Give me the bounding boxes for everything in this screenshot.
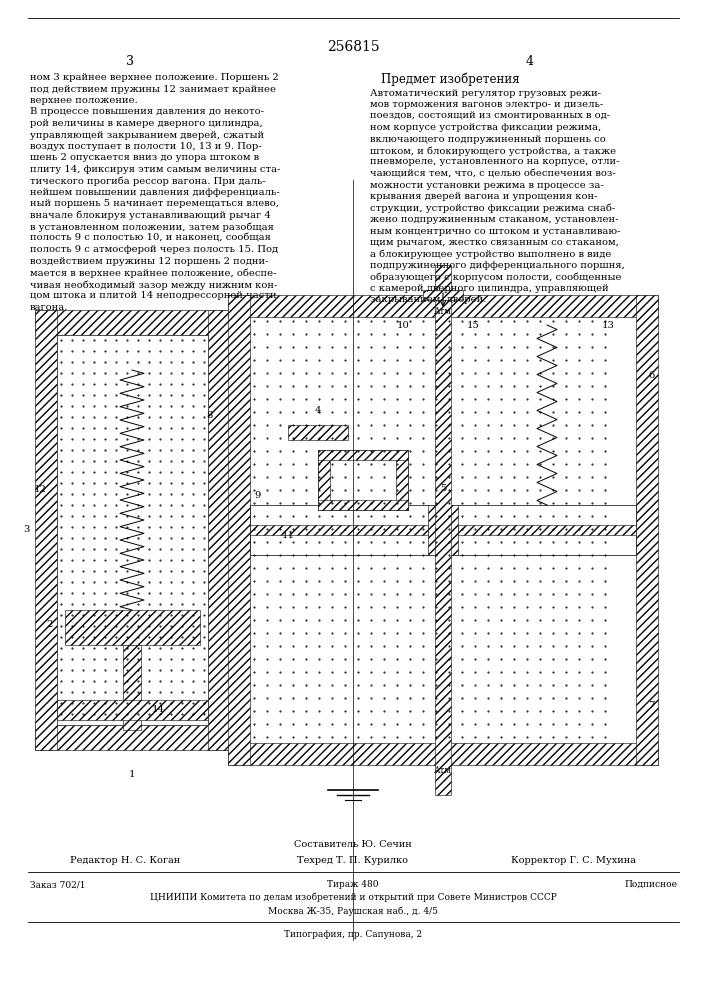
- Bar: [228, 743, 658, 765]
- Text: Подписное: Подписное: [624, 880, 677, 889]
- Text: 4: 4: [526, 55, 534, 68]
- Text: 10: 10: [397, 320, 409, 330]
- Text: а блокирующее устройство выполнено в виде: а блокирующее устройство выполнено в вид…: [370, 249, 612, 259]
- Text: цом штока и плитой 14 неподрессорной части: цом штока и плитой 14 неподрессорной час…: [30, 292, 276, 300]
- Bar: [423, 290, 463, 300]
- Bar: [318, 450, 408, 460]
- Bar: [396, 450, 408, 510]
- Bar: [428, 505, 458, 555]
- Text: с камерой дверного цилиндра, управляющей: с камерой дверного цилиндра, управляющей: [370, 284, 609, 293]
- Text: 7: 7: [648, 700, 655, 710]
- Text: чивая необходимый зазор между нижним кон-: чивая необходимый зазор между нижним кон…: [30, 280, 277, 290]
- Text: Атм: Атм: [434, 307, 452, 316]
- Bar: [318, 500, 408, 510]
- Text: 5: 5: [440, 484, 446, 493]
- Text: 8: 8: [206, 410, 213, 420]
- Bar: [35, 725, 230, 750]
- Text: ЦНИИПИ Комитета по делам изобретений и открытий при Совете Министров СССР: ЦНИИПИ Комитета по делам изобретений и о…: [150, 893, 556, 902]
- Text: Составитель Ю. Сечин: Составитель Ю. Сечин: [294, 840, 412, 849]
- Text: в установленном положении, затем разобщая: в установленном положении, затем разобща…: [30, 223, 274, 232]
- Text: верхнее положение.: верхнее положение.: [30, 96, 138, 105]
- Text: тического прогиба рессор вагона. При даль-: тического прогиба рессор вагона. При дал…: [30, 176, 266, 186]
- Text: 1: 1: [129, 770, 135, 779]
- Bar: [65, 610, 200, 645]
- Text: полость 9 с полостью 10, и наконец, сообщая: полость 9 с полостью 10, и наконец, сооб…: [30, 234, 271, 243]
- Text: Тираж 480: Тираж 480: [327, 880, 379, 889]
- Text: рой величины в камере дверного цилиндра,: рой величины в камере дверного цилиндра,: [30, 119, 263, 128]
- Text: поездов, состоящий из смонтированных в од-: поездов, состоящий из смонтированных в о…: [370, 111, 610, 120]
- Text: Редактор Н. С. Коган: Редактор Н. С. Коган: [70, 856, 180, 865]
- Bar: [636, 295, 658, 765]
- Text: жено подпружиненным стаканом, установлен-: жено подпружиненным стаканом, установлен…: [370, 215, 619, 224]
- Bar: [228, 295, 250, 765]
- Text: подпружиненного дифференциального поршня,: подпружиненного дифференциального поршня…: [370, 261, 625, 270]
- Text: 12: 12: [34, 486, 47, 494]
- Text: Техред Т. П. Курилко: Техред Т. П. Курилко: [298, 856, 409, 865]
- Text: вначале блокируя устанавливающий рычаг 4: вначале блокируя устанавливающий рычаг 4: [30, 211, 271, 221]
- Text: полость 9 с атмосферой через полость 15. Под: полость 9 с атмосферой через полость 15.…: [30, 245, 278, 254]
- Text: мов торможения вагонов электро- и дизель-: мов торможения вагонов электро- и дизель…: [370, 100, 603, 109]
- Text: можности установки режима в процессе за-: можности установки режима в процессе за-: [370, 180, 604, 190]
- Bar: [288, 425, 348, 440]
- Bar: [35, 310, 57, 750]
- Text: 15: 15: [467, 320, 479, 330]
- Bar: [250, 525, 428, 535]
- Bar: [208, 310, 230, 750]
- Text: закрыванием  дверей.: закрыванием дверей.: [370, 296, 486, 304]
- Text: Заказ 702/1: Заказ 702/1: [30, 880, 86, 889]
- Text: 13: 13: [602, 320, 614, 330]
- Text: крывания дверей вагона и упрощения кон-: крывания дверей вагона и упрощения кон-: [370, 192, 597, 201]
- Text: образующего с корпусом полости, сообщенные: образующего с корпусом полости, сообщенн…: [370, 272, 621, 282]
- Bar: [458, 525, 636, 535]
- Text: ный поршень 5 начинает перемещаться влево,: ный поршень 5 начинает перемещаться влев…: [30, 200, 279, 209]
- Bar: [318, 450, 408, 510]
- Text: под действием пружины 12 занимает крайнее: под действием пружины 12 занимает крайне…: [30, 85, 276, 94]
- Text: нейшем повышении давления дифференциаль-: нейшем повышении давления дифференциаль-: [30, 188, 280, 197]
- Text: Корректор Г. С. Мухина: Корректор Г. С. Мухина: [511, 856, 636, 865]
- Text: чающийся тем, что, с целью обеспечения воз-: чающийся тем, что, с целью обеспечения в…: [370, 169, 616, 178]
- Text: 6: 6: [648, 370, 654, 379]
- Text: 4: 4: [315, 406, 321, 415]
- Text: 3: 3: [126, 55, 134, 68]
- Text: штоком, и блокирующего устройства, а также: штоком, и блокирующего устройства, а так…: [370, 146, 616, 155]
- Bar: [250, 505, 636, 555]
- Text: 256815: 256815: [327, 40, 380, 54]
- Text: воздействием пружины 12 поршень 2 подни-: воздействием пружины 12 поршень 2 подни-: [30, 257, 269, 266]
- Text: В процессе повышения давления до некото-: В процессе повышения давления до некото-: [30, 107, 264, 116]
- Text: мается в верхнее крайнее положение, обеспе-: мается в верхнее крайнее положение, обес…: [30, 268, 276, 278]
- Text: щим рычагом, жестко связанным со стаканом,: щим рычагом, жестко связанным со стакано…: [370, 238, 619, 247]
- Text: 9: 9: [255, 490, 261, 499]
- Text: шень 2 опускается вниз до упора штоком в: шень 2 опускается вниз до упора штоком в: [30, 153, 259, 162]
- Text: ным концентрично со штоком и устанавливаю-: ным концентрично со штоком и устанавлива…: [370, 227, 621, 235]
- Bar: [228, 295, 658, 317]
- Bar: [57, 700, 208, 720]
- Text: вагона.: вагона.: [30, 303, 69, 312]
- Bar: [123, 645, 141, 730]
- Text: Москва Ж-35, Раушская наб., д. 4/5: Москва Ж-35, Раушская наб., д. 4/5: [268, 906, 438, 916]
- Text: плиту 14, фиксируя этим самым величины ста-: плиту 14, фиксируя этим самым величины с…: [30, 165, 281, 174]
- Text: управляющей закрыванием дверей, сжатый: управляющей закрыванием дверей, сжатый: [30, 130, 264, 139]
- Text: 3: 3: [23, 526, 30, 534]
- Text: ном корпусе устройства фиксации режима,: ном корпусе устройства фиксации режима,: [370, 123, 601, 132]
- Text: Атм: Атм: [434, 766, 452, 775]
- Bar: [435, 265, 451, 795]
- Text: воздух поступает в полости 10, 13 и 9. Пор-: воздух поступает в полости 10, 13 и 9. П…: [30, 142, 262, 151]
- Text: включающего подпружиненный поршень со: включающего подпружиненный поршень со: [370, 134, 606, 143]
- Bar: [57, 335, 208, 725]
- Text: струкции, устройство фиксации режима снаб-: струкции, устройство фиксации режима сна…: [370, 204, 615, 213]
- Text: 2: 2: [47, 620, 53, 629]
- Text: Автоматический регулятор грузовых режи-: Автоматический регулятор грузовых режи-: [370, 89, 601, 98]
- Text: 11: 11: [281, 530, 295, 540]
- Bar: [318, 450, 330, 510]
- Text: Предмет изобретения: Предмет изобретения: [380, 73, 520, 87]
- Bar: [35, 310, 230, 335]
- Text: 14: 14: [152, 706, 165, 714]
- Text: пневмореле, установленного на корпусе, отли-: пневмореле, установленного на корпусе, о…: [370, 157, 619, 166]
- Text: Типография, пр. Сапунова, 2: Типография, пр. Сапунова, 2: [284, 930, 422, 939]
- Text: ном 3 крайнее верхнее положение. Поршень 2: ном 3 крайнее верхнее положение. Поршень…: [30, 73, 279, 82]
